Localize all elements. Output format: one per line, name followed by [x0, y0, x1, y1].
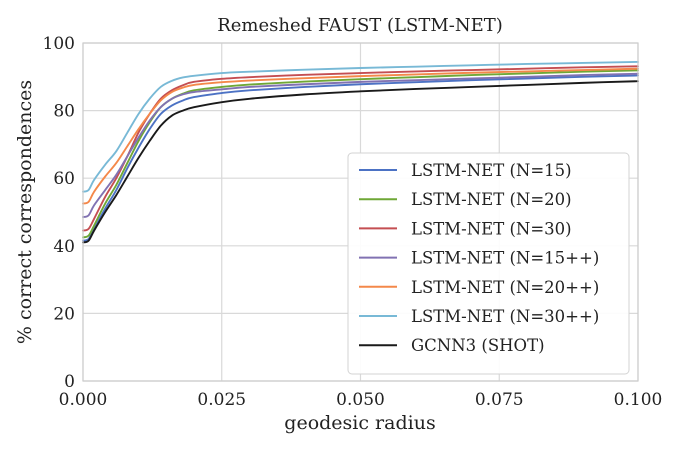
x-tick-label: 0.100 [614, 390, 663, 410]
series-line-5 [82, 67, 639, 205]
y-axis-label: % correct correspondences [14, 80, 36, 344]
y-tick-label: 0 [64, 372, 75, 392]
series-line-6 [82, 60, 639, 193]
legend-label: LSTM-NET (N=20++) [411, 278, 599, 297]
legend-label: LSTM-NET (N=30) [411, 219, 572, 238]
x-tick-label: 0.075 [475, 390, 524, 410]
plot-frame [82, 42, 639, 382]
legend-label: LSTM-NET (N=30++) [411, 307, 599, 326]
x-tick-label: 0.025 [197, 390, 246, 410]
y-tick-label: 40 [53, 237, 75, 257]
y-tick-label: 80 [53, 102, 75, 122]
chart-title: Remeshed FAUST (LSTM-NET) [217, 15, 503, 36]
series-lines [82, 60, 639, 244]
x-tick-label: 0.050 [336, 390, 385, 410]
y-tick-label: 20 [53, 304, 75, 324]
x-tick-label: 0.000 [59, 390, 108, 410]
series-line-7 [82, 80, 639, 244]
tick-labels: 0.000 0.025 0.050 0.075 0.100 0 20 40 60 80 100 [43, 34, 663, 410]
series-line-4 [82, 72, 639, 219]
legend-label: LSTM-NET (N=15++) [411, 249, 599, 268]
x-axis-label: geodesic radius [284, 412, 435, 434]
legend-label: LSTM-NET (N=15) [411, 161, 572, 180]
legend-box [347, 152, 630, 375]
legend-label: GCNN3 (SHOT) [411, 336, 545, 355]
series-line-1 [82, 74, 639, 242]
y-tick-label: 60 [53, 169, 75, 189]
legend-label: LSTM-NET (N=20) [411, 190, 572, 209]
legend: LSTM-NET (N=15) LSTM-NET (N=20) LSTM-NET (… [347, 152, 630, 375]
y-tick-label: 100 [43, 34, 75, 54]
series-line-3 [82, 65, 639, 232]
